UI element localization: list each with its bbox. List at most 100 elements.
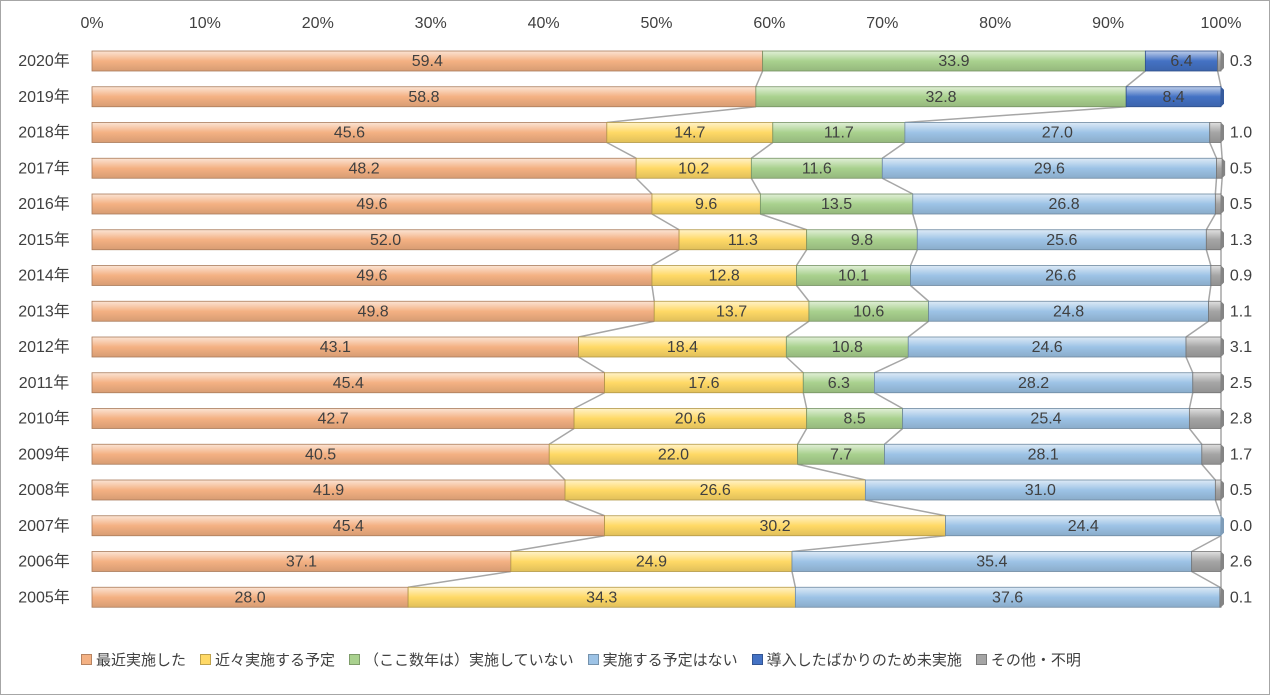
bar-segment-edge xyxy=(1222,158,1226,179)
legend-swatch xyxy=(200,654,212,665)
data-label: 31.0 xyxy=(1025,482,1056,499)
data-label-other: 3.1 xyxy=(1230,339,1252,356)
connector-line xyxy=(912,213,919,230)
legend-item: 導入したばかりのため未実施 xyxy=(751,649,962,670)
category-label: 2018年 xyxy=(18,124,70,142)
category-label: 2009年 xyxy=(18,445,70,463)
data-label: 45.6 xyxy=(334,125,365,142)
x-tick-label: 100% xyxy=(1201,15,1242,32)
x-tick-label: 20% xyxy=(302,15,334,32)
category-label: 2017年 xyxy=(18,159,70,177)
connector-line xyxy=(1220,142,1223,159)
bar-segment-edge xyxy=(1221,551,1224,572)
legend-label: 実施する予定はない xyxy=(602,651,738,669)
connector-line xyxy=(795,285,810,302)
connector-line xyxy=(635,177,653,195)
bar-segment xyxy=(1219,586,1222,608)
data-label-other: 2.5 xyxy=(1230,375,1252,392)
bar-segment xyxy=(1192,372,1222,394)
connector-line xyxy=(564,499,605,517)
x-tick-label: 60% xyxy=(753,15,785,32)
connector-line xyxy=(1201,463,1216,481)
connector-line xyxy=(651,249,680,267)
connector-line xyxy=(874,356,909,374)
data-label-other: 0.3 xyxy=(1230,53,1252,70)
bar-segment-edge xyxy=(1221,408,1224,429)
bar-segment-edge xyxy=(1221,480,1224,500)
data-label: 58.8 xyxy=(408,89,439,106)
connector-line xyxy=(874,392,903,410)
connector-line xyxy=(755,70,764,88)
legend-label: 導入したばかりのため未実施 xyxy=(766,651,962,669)
data-label: 9.8 xyxy=(851,232,873,249)
legend-swatch xyxy=(587,654,599,665)
data-label: 45.4 xyxy=(333,375,364,392)
x-tick-label: 70% xyxy=(866,15,898,32)
data-label: 12.8 xyxy=(709,268,740,285)
connector-line xyxy=(791,571,797,588)
bar-segments xyxy=(91,50,1226,608)
legend-item: 実施する予定はない xyxy=(587,649,738,670)
connector-line xyxy=(909,249,918,266)
category-label: 2011年 xyxy=(19,374,69,392)
data-label: 13.5 xyxy=(821,196,852,213)
connector-line xyxy=(795,249,808,266)
bar-segment xyxy=(1191,551,1222,572)
category-label: 2013年 xyxy=(18,302,70,320)
x-tick-label: 90% xyxy=(1092,15,1124,32)
connector-line xyxy=(1216,70,1222,87)
connector-line xyxy=(651,213,680,231)
connector-line xyxy=(797,463,866,481)
data-label: 52.0 xyxy=(370,232,401,249)
data-label: 35.4 xyxy=(976,554,1007,571)
connector-line xyxy=(750,141,774,159)
connector-line xyxy=(796,428,808,445)
bar-segment-edge xyxy=(1221,194,1224,214)
connector-line xyxy=(884,427,904,445)
bar-segment-edge xyxy=(1221,86,1224,107)
legend-label: 近々実施する予定 xyxy=(215,651,336,669)
connector-line xyxy=(785,320,810,338)
y-axis-category-labels: 2020年 2019年 2018年 2017年 2016年 2015年 2014年 2013年… xyxy=(18,52,70,606)
data-label: 24.9 xyxy=(636,554,667,571)
data-label-other: 0.5 xyxy=(1230,160,1252,177)
connector-line xyxy=(1185,356,1194,374)
x-tick-label: 0% xyxy=(80,15,103,32)
connector-line xyxy=(1185,320,1210,338)
connector-line xyxy=(881,177,914,195)
data-label: 49.6 xyxy=(356,196,387,213)
data-label: 8.5 xyxy=(844,411,866,428)
bar-segment-edge xyxy=(1221,229,1224,250)
data-label-other: 0.0 xyxy=(1230,518,1252,535)
connector-line xyxy=(791,535,946,553)
connector-line xyxy=(904,106,1127,124)
bar-segment xyxy=(1214,479,1222,501)
category-label: 2007年 xyxy=(18,517,70,535)
connector-line xyxy=(910,284,930,302)
connector-line xyxy=(881,141,906,159)
data-label-other: 1.7 xyxy=(1230,446,1252,463)
bar-segment-edge xyxy=(1221,372,1224,393)
data-label: 6.3 xyxy=(828,375,850,392)
data-label-other: 0.5 xyxy=(1230,196,1252,213)
data-label: 48.2 xyxy=(349,160,380,177)
data-label-other: 0.5 xyxy=(1230,482,1252,499)
bar-segment xyxy=(1201,443,1222,465)
x-tick-label: 30% xyxy=(415,15,447,32)
data-label: 26.8 xyxy=(1048,196,1079,213)
data-label: 24.4 xyxy=(1068,518,1099,535)
data-label: 30.2 xyxy=(759,518,790,535)
connector-line xyxy=(1191,570,1221,588)
data-label: 59.4 xyxy=(412,53,443,70)
data-label-other: 1.3 xyxy=(1230,232,1252,249)
connector-line xyxy=(1188,428,1203,445)
bar-segment-edge xyxy=(1221,265,1224,286)
data-label: 18.4 xyxy=(667,339,698,356)
bar-segment xyxy=(1208,300,1222,322)
data-label: 42.7 xyxy=(317,411,348,428)
connector-line xyxy=(750,177,762,195)
data-label: 8.4 xyxy=(1162,89,1184,106)
data-label: 10.2 xyxy=(678,160,709,177)
connector-line xyxy=(1207,285,1212,302)
